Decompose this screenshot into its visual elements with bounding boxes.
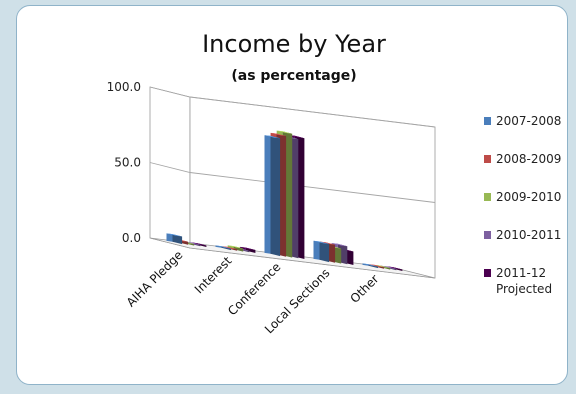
legend-swatch [484, 269, 491, 277]
bar-front [166, 233, 173, 242]
bar-top [215, 245, 232, 249]
legend-item: 2011-12 Projected [484, 266, 552, 296]
bar-top [190, 242, 207, 246]
legend-swatch [484, 231, 491, 239]
bar [264, 135, 281, 257]
bar-group [362, 263, 403, 271]
bar-front [215, 245, 222, 248]
bar-top [380, 265, 397, 269]
bar-side [319, 241, 330, 263]
bar-top [276, 130, 293, 134]
legend-swatch [484, 155, 491, 163]
bar-top [362, 263, 379, 267]
bar-top [184, 241, 201, 245]
y-tick-label: 100.0 [107, 80, 141, 94]
bar-top [227, 245, 244, 249]
gridlines [149, 86, 436, 203]
y-axis-ticks: 0.0 50.0 100.0 [107, 80, 141, 245]
bar-side [172, 234, 183, 245]
y-tick-label: 50.0 [114, 156, 141, 170]
bar-group [264, 130, 305, 259]
bar-side [233, 246, 244, 252]
floor [149, 237, 436, 279]
legend: 2007-2008 2008-2009 2009-2010 2010-2011 2011… [484, 114, 561, 296]
legend-item: 2008-2009 [484, 152, 561, 166]
bar-top [288, 135, 305, 139]
legend-item: 2009-2010 [484, 190, 561, 204]
bar-top [331, 243, 348, 247]
category-label: AIHA Pledge [124, 248, 186, 310]
legend-label: 2010-2011 [496, 228, 561, 242]
legend-label: 2007-2008 [496, 114, 561, 128]
chart-title: Income by Year [202, 30, 386, 58]
gridline [149, 86, 436, 128]
bar [313, 240, 330, 263]
bars [166, 130, 403, 271]
gridline [149, 162, 436, 203]
bar-top [319, 241, 336, 245]
bar-group [166, 233, 207, 247]
bar [362, 263, 379, 269]
category-label: Other [348, 272, 382, 306]
bar-top [166, 233, 183, 237]
chart-subtitle: (as percentage) [231, 68, 356, 84]
bar-top [386, 266, 403, 270]
bar-top [374, 264, 391, 268]
legend-swatch [484, 117, 491, 125]
bar [166, 233, 183, 245]
legend-swatch [484, 193, 491, 201]
legend-label: 2009-2010 [496, 190, 561, 204]
bar-front [264, 135, 271, 254]
bar-top [368, 264, 385, 268]
category-label: Conference [225, 260, 283, 318]
bar-top [270, 132, 287, 136]
legend-item: 2007-2008 [484, 114, 561, 128]
bar-top [313, 240, 330, 244]
bar-front [313, 240, 320, 260]
bar [215, 245, 232, 251]
category-label: Interest [192, 254, 235, 297]
legend-label-line2: Projected [496, 282, 552, 296]
bar-group [313, 240, 354, 265]
bar-top [239, 246, 256, 250]
bar-side [270, 135, 281, 257]
bar-group [215, 245, 256, 253]
bar-top [221, 246, 238, 250]
legend-item: 2010-2011 [484, 228, 561, 242]
bar-top [264, 135, 281, 139]
bar-front [362, 263, 369, 266]
legend-label: 2008-2009 [496, 152, 561, 166]
y-tick-label: 0.0 [122, 231, 141, 245]
legend-label: 2011-12 [496, 266, 546, 280]
